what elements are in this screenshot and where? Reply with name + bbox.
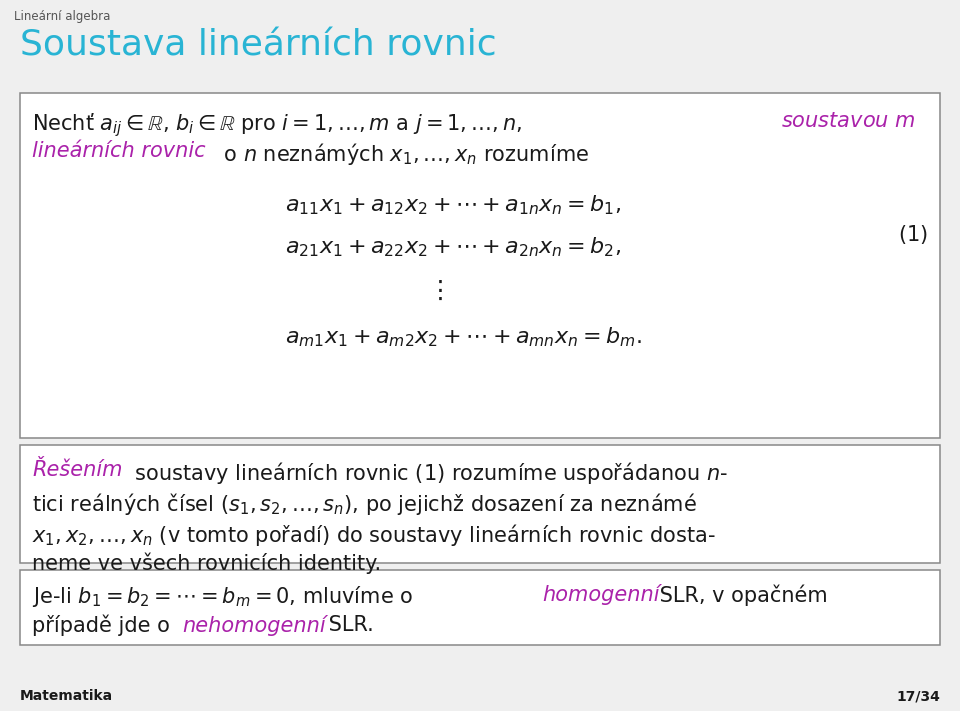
Text: Soustava lineárních rovnic: Soustava lineárních rovnic: [20, 28, 496, 62]
Text: $a_{21}x_1 + a_{22}x_2 + \cdots + a_{2n}x_n = b_2,$: $a_{21}x_1 + a_{22}x_2 + \cdots + a_{2n}…: [285, 235, 621, 259]
Text: nehomogenní: nehomogenní: [182, 615, 325, 636]
Text: 17/34: 17/34: [896, 689, 940, 703]
Text: $a_{11}x_1 + a_{12}x_2 + \cdots + a_{1n}x_n = b_1,$: $a_{11}x_1 + a_{12}x_2 + \cdots + a_{1n}…: [285, 193, 621, 217]
Text: homogenní: homogenní: [542, 584, 660, 605]
Text: případě jde o: případě jde o: [32, 615, 177, 636]
Text: SLR, v opačném: SLR, v opačném: [653, 584, 828, 606]
Text: Nechť $a_{ij} \in \mathbb{R}$, $b_i \in \mathbb{R}$ pro $i = 1, \ldots, m$ a $j : Nechť $a_{ij} \in \mathbb{R}$, $b_i \in …: [32, 111, 524, 139]
Text: $\vdots$: $\vdots$: [427, 279, 443, 303]
Text: tici reálných čísel $(s_1, s_2, \ldots, s_n)$, po jejichž dosazení za neznámé: tici reálných čísel $(s_1, s_2, \ldots, …: [32, 491, 697, 517]
Text: $x_1, x_2, \ldots, x_n$ (v tomto pořadí) do soustavy lineárních rovnic dosta-: $x_1, x_2, \ldots, x_n$ (v tomto pořadí)…: [32, 522, 715, 548]
Text: SLR.: SLR.: [322, 615, 373, 635]
Text: Matematika: Matematika: [20, 689, 113, 703]
Text: Je-li $b_1 = b_2 = \cdots = b_m = 0$, mluvíme o: Je-li $b_1 = b_2 = \cdots = b_m = 0$, ml…: [32, 584, 415, 609]
Text: neme ve všech rovnicích identity.: neme ve všech rovnicích identity.: [32, 553, 381, 574]
Text: Lineární algebra: Lineární algebra: [14, 10, 110, 23]
Text: o $n$ neznámých $x_1, \ldots, x_n$ rozumíme: o $n$ neznámých $x_1, \ldots, x_n$ rozum…: [217, 141, 589, 167]
Text: soustavy lineárních rovnic (1) rozumíme uspořádanou $n$-: soustavy lineárních rovnic (1) rozumíme …: [128, 460, 728, 486]
FancyBboxPatch shape: [20, 93, 940, 438]
Text: $(1)$: $(1)$: [899, 223, 928, 245]
Text: $a_{m1}x_1 + a_{m2}x_2 + \cdots + a_{mn}x_n = b_m.$: $a_{m1}x_1 + a_{m2}x_2 + \cdots + a_{mn}…: [285, 325, 642, 348]
FancyBboxPatch shape: [20, 570, 940, 645]
FancyBboxPatch shape: [20, 445, 940, 563]
Text: lineárních rovnic: lineárních rovnic: [32, 141, 205, 161]
Text: soustavou $m$: soustavou $m$: [781, 111, 916, 131]
Text: Řešením: Řešením: [32, 460, 123, 480]
